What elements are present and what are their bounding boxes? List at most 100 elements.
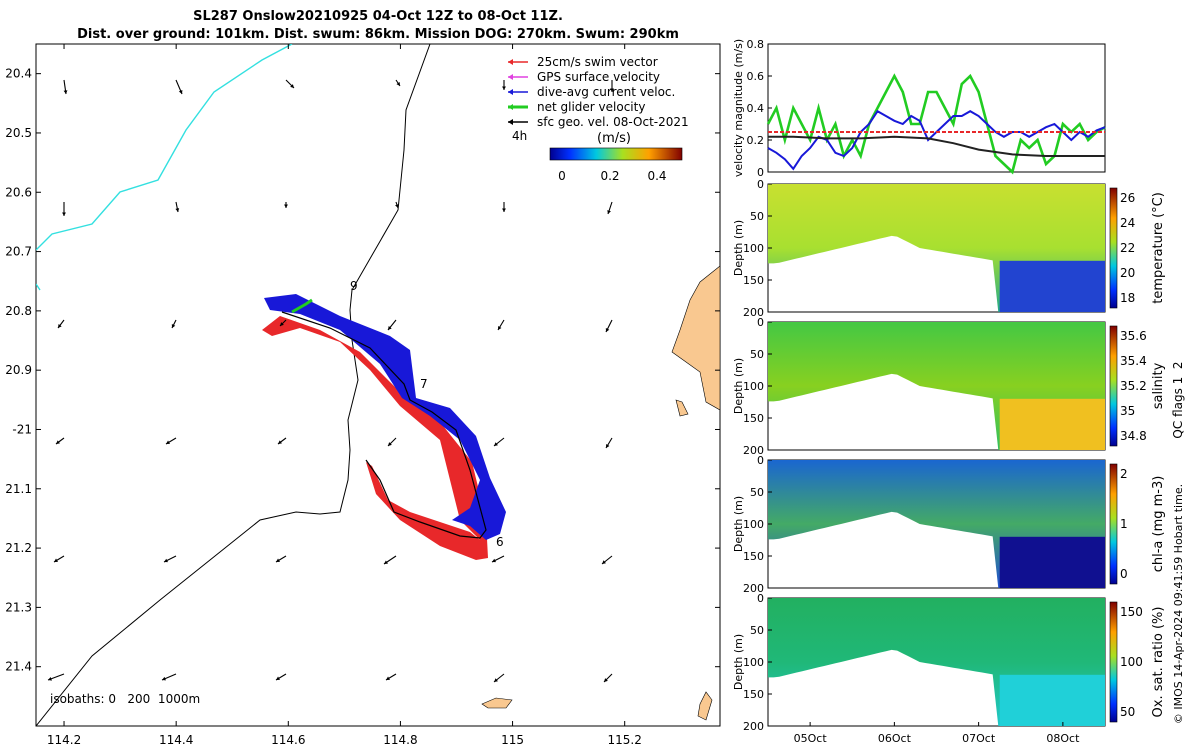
current-arrow-head xyxy=(171,324,176,328)
section-panel: 0 50 100 150 200 Depth (m) 0 1 2 chl-a (mg m-3) xyxy=(732,454,1166,595)
current-arrow-head xyxy=(502,86,506,90)
map-y-tick-label: 21.1 xyxy=(5,482,32,496)
section-colorbar xyxy=(1109,601,1118,723)
legend-swatch-head xyxy=(508,74,513,80)
map-y-tick-label: 20.4 xyxy=(5,67,32,81)
current-arrow-head xyxy=(54,558,58,562)
colorbar-tick-label: 1 xyxy=(1120,517,1128,531)
current-arrow-head xyxy=(175,208,180,212)
current-arrow-head xyxy=(280,322,284,326)
colorbar-tick-2: 0.4 xyxy=(647,169,666,183)
section-colorbar xyxy=(1109,187,1118,309)
velocity-ylabel: velocity magnitude (m/s) xyxy=(732,39,745,177)
section-y-tick-label: 100 xyxy=(743,518,764,531)
section-panel: 0 50 100 150 200 Depth (m) 34.8 35 35.2 35.4 35.6 s… xyxy=(732,316,1166,457)
map-y-tick-label: 20.6 xyxy=(5,185,32,199)
current-arrow-head xyxy=(388,442,392,446)
colorbar-tick-label: 18 xyxy=(1120,291,1135,305)
section-y-tick-label: 50 xyxy=(750,624,764,637)
velocity-series-line xyxy=(768,135,1105,157)
legend-swatch-head xyxy=(508,89,513,95)
colorbar-tick-label: 35 xyxy=(1120,404,1135,418)
colorbar-label: Ox. sat. ratio (%) xyxy=(1151,607,1166,718)
current-arrow-head xyxy=(492,558,496,563)
map-x-axis: 114.2 114.4 114.6 114.8 115 115.2 xyxy=(47,44,642,747)
velocity-frame xyxy=(767,43,1106,173)
footer-copyright: © IMOS 14-Apr-2024 09:41:59 Hobart time. xyxy=(1172,484,1185,724)
current-arrow-head xyxy=(62,212,66,216)
figure-title-line2: Dist. over ground: 101km. Dist. swum: 86… xyxy=(77,27,679,42)
land-island-east xyxy=(697,691,713,721)
map-y-axis: 20.4 20.5 20.6 20.7 20.8 20.9 -21 21.1 21.2 21.3 2… xyxy=(5,67,720,674)
map-y-tick-label: 20.9 xyxy=(5,363,32,377)
map-y-tick-label: 21.4 xyxy=(5,660,32,674)
current-arrow-head xyxy=(166,440,170,444)
map-colorbar xyxy=(549,147,683,161)
velocity-y-tick-label: 0.2 xyxy=(747,134,765,147)
current-arrow-head xyxy=(63,90,68,94)
section-deep-fill xyxy=(999,674,1105,726)
day-label-9: 9 xyxy=(350,279,358,293)
legend-label: GPS surface velocity xyxy=(537,70,660,84)
map-y-tick-label: 21.3 xyxy=(5,600,32,614)
section-ylabel: Depth (m) xyxy=(732,634,745,690)
time-tick-label: 06Oct xyxy=(878,732,912,745)
colorbar-tick-label: 100 xyxy=(1120,655,1143,669)
colorbar-tick-label: 35.6 xyxy=(1120,329,1147,343)
time-axis: 05Oct 06Oct 07Oct 08Oct xyxy=(794,722,1080,745)
current-arrow-head xyxy=(276,558,280,562)
colorbar-label: temperature (°C) xyxy=(1151,192,1166,304)
isobaths-label: isobaths: 0 200 1000m xyxy=(50,692,200,706)
section-y-tick-label: 150 xyxy=(743,550,764,563)
section-colorbar xyxy=(1109,463,1118,585)
map-frame xyxy=(35,43,721,727)
colorbar-label: salinity xyxy=(1151,362,1166,409)
land-coast xyxy=(671,265,720,411)
map-y-tick-label: 20.8 xyxy=(5,304,32,318)
colorbar-tick-label: 35.2 xyxy=(1120,379,1147,393)
section-ylabel: Depth (m) xyxy=(732,496,745,552)
section-y-tick-label: 200 xyxy=(743,720,764,733)
day-label-6: 6 xyxy=(496,535,504,549)
day-label-7: 7 xyxy=(420,377,428,391)
colorbar-tick-label: 20 xyxy=(1120,266,1135,280)
section-deep-fill xyxy=(999,260,1105,312)
map-y-tick-label: 20.5 xyxy=(5,126,32,140)
section-y-tick-label: 50 xyxy=(750,348,764,361)
velocity-y-tick-label: 0.6 xyxy=(747,70,765,83)
current-arrow-head xyxy=(604,678,608,682)
legend-label: 25cm/s swim vector xyxy=(537,55,658,69)
colorbar-title: (m/s) xyxy=(597,131,631,146)
section-y-tick-label: 200 xyxy=(743,306,764,319)
current-arrow-head xyxy=(605,328,610,332)
colorbar-tick-label: 2 xyxy=(1120,467,1128,481)
velocity-y-tick-label: 0.4 xyxy=(747,102,765,115)
current-arrow-head xyxy=(164,558,168,563)
current-arrow-head xyxy=(396,82,400,86)
current-arrow-head xyxy=(388,326,392,330)
current-arrow-head xyxy=(284,204,288,208)
velocity-panel: 0 0.2 0.4 0.6 0.8 velocity magnitude (m/s) xyxy=(732,38,1106,179)
current-arrow-head xyxy=(278,440,282,444)
current-arrow-head xyxy=(58,324,62,328)
time-tick-label: 05Oct xyxy=(794,732,828,745)
current-arrow-head xyxy=(494,678,498,682)
section-deep-fill xyxy=(999,398,1105,450)
colorbar-label: chl-a (mg m-3) xyxy=(1151,476,1166,573)
geostrophic-arrows xyxy=(47,79,614,683)
section-y-tick-label: 0 xyxy=(757,178,764,191)
colorbar-tick-1: 0.2 xyxy=(600,169,619,183)
current-arrow-head xyxy=(607,210,611,214)
section-panel: 0 50 100 150 200 Depth (m) 18 20 22 24 26 temperatu… xyxy=(732,178,1166,319)
section-colorbar xyxy=(1109,325,1118,447)
current-arrow-head xyxy=(56,440,60,444)
track-red xyxy=(262,316,488,560)
current-arrow-head xyxy=(502,208,506,212)
time-tick-label: 08Oct xyxy=(1046,732,1080,745)
current-arrow-head xyxy=(606,444,610,448)
current-arrow-head xyxy=(386,676,390,680)
current-arrow-head xyxy=(178,90,183,94)
isobath-cyan xyxy=(36,44,293,251)
